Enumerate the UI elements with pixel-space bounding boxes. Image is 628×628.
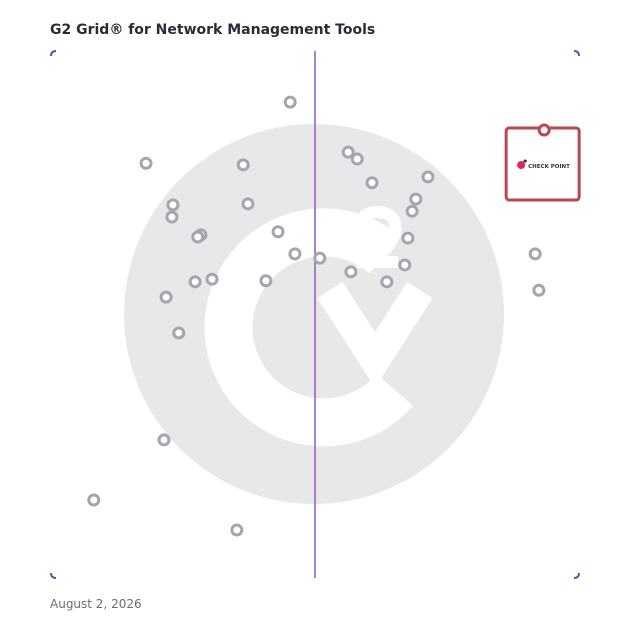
grid-frame: [50, 50, 580, 579]
data-point: [139, 156, 153, 170]
data-point: [283, 95, 297, 109]
data-point: [166, 198, 180, 212]
data-point: [350, 152, 364, 166]
data-point: [165, 210, 179, 224]
data-point: [409, 192, 423, 206]
data-point: [398, 258, 412, 272]
data-point: [159, 290, 173, 304]
data-point: [288, 247, 302, 261]
data-point: [236, 158, 250, 172]
data-point: [188, 275, 202, 289]
data-point: [205, 272, 219, 286]
data-point: [271, 225, 285, 239]
data-point: [313, 251, 327, 265]
footnote: August 2, 2026: [50, 597, 142, 611]
data-point: [230, 523, 244, 537]
data-point: [380, 275, 394, 289]
data-point: [241, 197, 255, 211]
data-point: [528, 247, 542, 261]
data-point: [87, 493, 101, 507]
logo-icon-dot: [523, 159, 527, 163]
logo-icon: [517, 161, 526, 170]
chart-title: G2 Grid® for Network Management Tools: [50, 22, 375, 38]
data-point: [344, 265, 358, 279]
data-point: [191, 230, 205, 244]
data-point: [532, 283, 546, 297]
data-point: [259, 274, 273, 288]
data-point: [365, 176, 379, 190]
data-point: [421, 170, 435, 184]
legend-label: CHECK POINT: [528, 164, 570, 170]
data-point: [157, 433, 171, 447]
data-point: [172, 326, 186, 340]
data-point: [537, 123, 551, 137]
data-point: [405, 204, 419, 218]
data-point: [341, 145, 355, 159]
data-point: [401, 231, 415, 245]
